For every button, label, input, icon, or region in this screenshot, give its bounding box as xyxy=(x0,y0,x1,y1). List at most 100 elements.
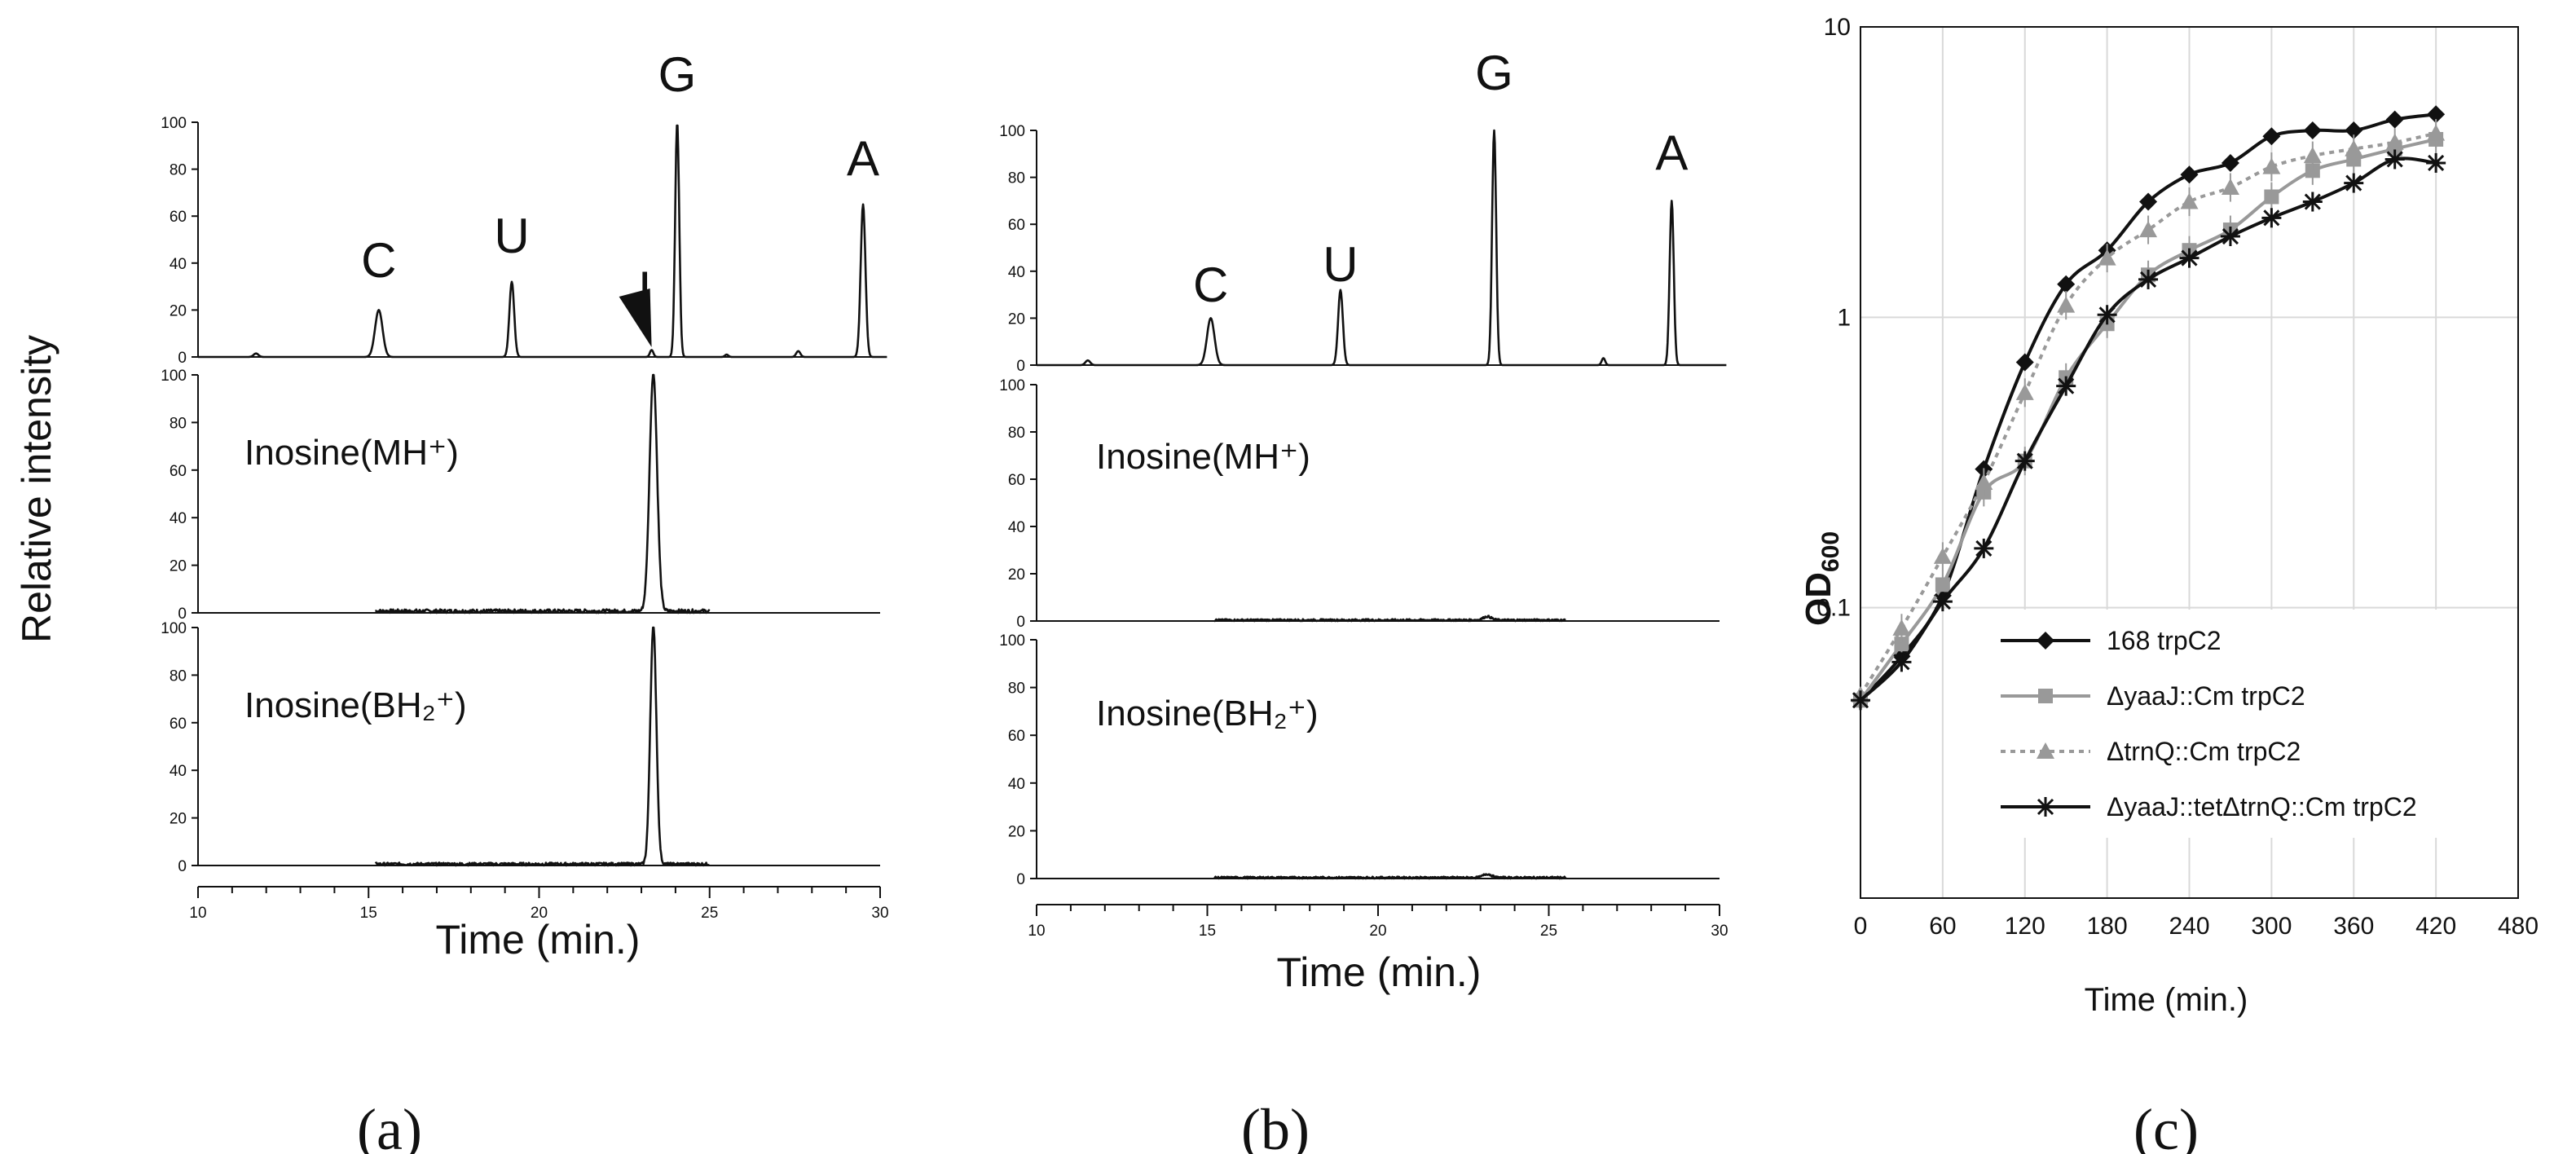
panel-a-label: (a) xyxy=(357,1097,422,1154)
panel-c-series-3-point-d2 xyxy=(2222,227,2239,245)
panel-c-series-2-point xyxy=(2385,133,2404,150)
panel-b-uv-y-tick-label: 0 xyxy=(1016,358,1025,375)
panel-c-series-3-point xyxy=(2097,305,2117,325)
panel-b-mh-y-tick-label: 40 xyxy=(1008,519,1025,536)
panel-b-peak-label-C: C xyxy=(1193,258,1228,312)
panel-a-bh-y-axis xyxy=(197,628,880,866)
panel-c-series-3-point xyxy=(1851,690,1870,711)
panel-b-mh-y-tick-label: 20 xyxy=(1008,566,1025,584)
panel-b-mh-trace-group: 0 20 40 60 80 100 Inosine(MH⁺) xyxy=(999,377,1720,631)
panel-b-x-tick-label: 10 xyxy=(1028,923,1045,940)
panel-a-x-axis: 10 15 20 25 30 xyxy=(189,886,889,922)
panel-b-peak-label-A: A xyxy=(1655,126,1688,180)
panel-b-bh-trace-group: 0 20 40 60 80 100 Inosine(BH₂⁺) xyxy=(999,632,1720,888)
panel-a-peak-label-C: C xyxy=(361,233,396,288)
panel-b-mh-y-tick-label: 0 xyxy=(1016,614,1025,631)
panel-c-series-3-point xyxy=(1974,538,1994,558)
panel-a-mh-trace-group: 0 20 40 60 80 100 Inosine(MH⁺) xyxy=(161,368,880,623)
panel-b-peak-label-U: U xyxy=(1323,237,1358,292)
panel-c-series-0-point xyxy=(2427,105,2446,124)
panel-a-bh-y-tick-label: 40 xyxy=(170,763,187,780)
panel-b-uv-y-tick-label: 80 xyxy=(1008,170,1025,187)
panel-c-series-2 xyxy=(1852,119,2446,703)
panel-a-mh-y-tick-label: 80 xyxy=(170,415,187,432)
panel-c-series-3-point xyxy=(2426,152,2446,173)
panel-c-legend-box xyxy=(1991,610,2496,838)
panel-c-x-tick-label: 240 xyxy=(2169,913,2209,940)
panel-a-uv-y-ticks: 0 20 40 60 80 100 xyxy=(161,115,198,367)
panel-c-series-0-point xyxy=(2057,275,2076,293)
panel-a-x-tick-label: 15 xyxy=(360,905,377,922)
panel-b-bh-y-tick-label: 0 xyxy=(1016,871,1025,888)
panel-b-bh-y-tick-label: 80 xyxy=(1008,681,1025,698)
panel-b-bh-y-tick-label: 40 xyxy=(1008,776,1025,793)
panel-a-mh-y-tick-label: 20 xyxy=(170,558,187,575)
panel-a-bh-y-tick-label: 20 xyxy=(170,811,187,828)
panel-b-x-axis: 10 15 20 25 30 xyxy=(1028,904,1728,940)
panel-b-x-tick-label: 15 xyxy=(1199,923,1216,940)
panel-c: 0 60 120 180 240 300 360 420 480 0.1 1 10 168 trpC2… xyxy=(1799,14,2539,1154)
panel-c-series-3-point xyxy=(2138,269,2159,289)
panel-c-series-0-point xyxy=(2345,121,2363,140)
panel-c-y-axis-title: OD600 xyxy=(1799,531,1844,626)
panel-c-series-2-point xyxy=(2221,178,2239,195)
panel-c-series-2-point xyxy=(2345,139,2363,156)
panel-a-bh-y-tick-label: 60 xyxy=(170,716,187,733)
panel-c-series-3-point-d2 xyxy=(2428,154,2445,172)
panel-b-mh-y-tick-label: 60 xyxy=(1008,472,1025,489)
panel-a-inosine-arrow-icon xyxy=(619,288,652,347)
panel-b-bh-y-tick-label: 60 xyxy=(1008,728,1025,745)
panel-b-bh-y-axis xyxy=(1036,640,1720,879)
panel-c-axes: 0 60 120 180 240 300 360 420 480 0.1 1 10 xyxy=(1816,14,2539,940)
panel-b-mh-trace xyxy=(1213,614,1566,623)
panel-a-uv-y-tick-label: 20 xyxy=(170,302,187,319)
panel-a-bh-trace-group: 0 20 40 60 80 100 Inosine(BH₂⁺) xyxy=(161,620,880,875)
panel-c-series-3-point-d2 xyxy=(2140,271,2157,288)
panel-b-uv-trace xyxy=(1036,129,1727,367)
panel-a-uv-y-tick-label: 0 xyxy=(178,350,187,367)
panel-b-uv-y-ticks: 0 20 40 60 80 100 xyxy=(999,123,1037,375)
panel-b-bh-y-tick-label: 20 xyxy=(1008,823,1025,840)
panel-a-x-tick-label: 10 xyxy=(189,905,206,922)
panel-c-y-tick-label: 0.1 xyxy=(1816,595,1851,622)
panel-a-bh-annotation: Inosine(BH₂⁺) xyxy=(244,685,467,725)
panel-c-y-tick-label: 10 xyxy=(1824,14,1851,41)
panel-c-series-3-point xyxy=(2220,227,2240,247)
panel-c-legend-marker-2 xyxy=(2037,742,2054,759)
panel-c-series-3-point-d2 xyxy=(1975,540,1993,557)
panel-c-x-tick-label: 0 xyxy=(1854,913,1868,940)
panel-a-mh-y-tick-label: 0 xyxy=(178,606,187,623)
panel-c-series-3-point-d2 xyxy=(2304,193,2321,210)
panel-b-bh-y-tick-label: 100 xyxy=(999,632,1025,650)
panel-c-series-2-point xyxy=(2180,192,2199,209)
panel-b-x-axis-title: Time (min.) xyxy=(1277,949,1482,995)
panel-c-series-2-point xyxy=(1892,619,1911,636)
panel-c-series-3-point xyxy=(2302,192,2323,212)
panel-b-mh-y-axis xyxy=(1036,385,1720,622)
panel-c-x-tick-label: 60 xyxy=(1929,913,1956,940)
panel-c-series-3-point-d2 xyxy=(1852,692,1869,709)
panel-c-series-2-point xyxy=(1933,547,1952,564)
panel-b-label: (b) xyxy=(1241,1097,1310,1154)
panel-a-bh-y-tick-label: 0 xyxy=(178,858,187,875)
panel-c-series-3-point xyxy=(2261,208,2282,228)
panel-b-uv-y-tick-label: 60 xyxy=(1008,217,1025,234)
panel-c-series-3-point-d2 xyxy=(2386,151,2403,168)
panel-c-legend-marker-3-d2 xyxy=(2037,798,2054,816)
panel-c-series-3-point-d2 xyxy=(2345,174,2362,192)
panel-b-mh-y-ticks: 0 20 40 60 80 100 xyxy=(999,377,1037,631)
panel-c-series-3-point-d2 xyxy=(2098,306,2116,324)
panel-c-x-tick-label: 300 xyxy=(2251,913,2292,940)
panel-c-series xyxy=(1851,105,2446,711)
panel-a-bh-y-ticks: 0 20 40 60 80 100 xyxy=(161,620,198,875)
panel-c-legend-label-3: ΔyaaJ::tetΔtrnQ::Cm trpC2 xyxy=(2107,792,2417,821)
panel-c-legend-label-2: ΔtrnQ::Cm trpC2 xyxy=(2107,737,2301,766)
panel-a-bh-y-tick-label: 100 xyxy=(161,620,187,637)
panel-c-series-3-point xyxy=(2384,149,2405,170)
panel-b-bh-annotation: Inosine(BH₂⁺) xyxy=(1096,694,1319,733)
panel-a-peak-label-U: U xyxy=(494,209,529,263)
panel-b-mh-annotation: Inosine(MH⁺) xyxy=(1096,437,1310,477)
